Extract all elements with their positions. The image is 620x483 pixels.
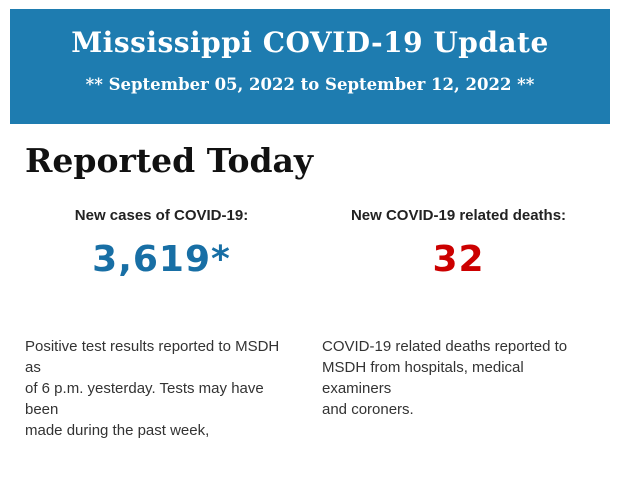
date-range-subtitle: ** September 05, 2022 to September 12, 2… (85, 75, 535, 94)
new-deaths-description: COVID-19 related deaths reported to MSDH… (322, 338, 568, 418)
descriptions-row: Positive test results reported to MSDH a… (25, 336, 595, 441)
page-title: Mississippi COVID-19 Update (71, 26, 549, 59)
stat-new-deaths: New COVID-19 related deaths: 32 (322, 207, 595, 280)
new-cases-label: New cases of COVID-19: (74, 207, 249, 224)
new-deaths-value: 32 (432, 239, 485, 280)
main-content: Reported Today New cases of COVID-19: 3,… (25, 124, 595, 441)
section-heading-reported-today: Reported Today (25, 141, 314, 180)
new-cases-description: Positive test results reported to MSDH a… (25, 338, 280, 439)
header-banner: Mississippi COVID-19 Update ** September… (10, 9, 610, 124)
new-deaths-label: New COVID-19 related deaths: (350, 207, 567, 224)
stat-new-cases: New cases of COVID-19: 3,619* (25, 207, 298, 280)
new-cases-value: 3,619* (92, 239, 231, 280)
stats-row: New cases of COVID-19: 3,619* New COVID-… (25, 207, 595, 280)
